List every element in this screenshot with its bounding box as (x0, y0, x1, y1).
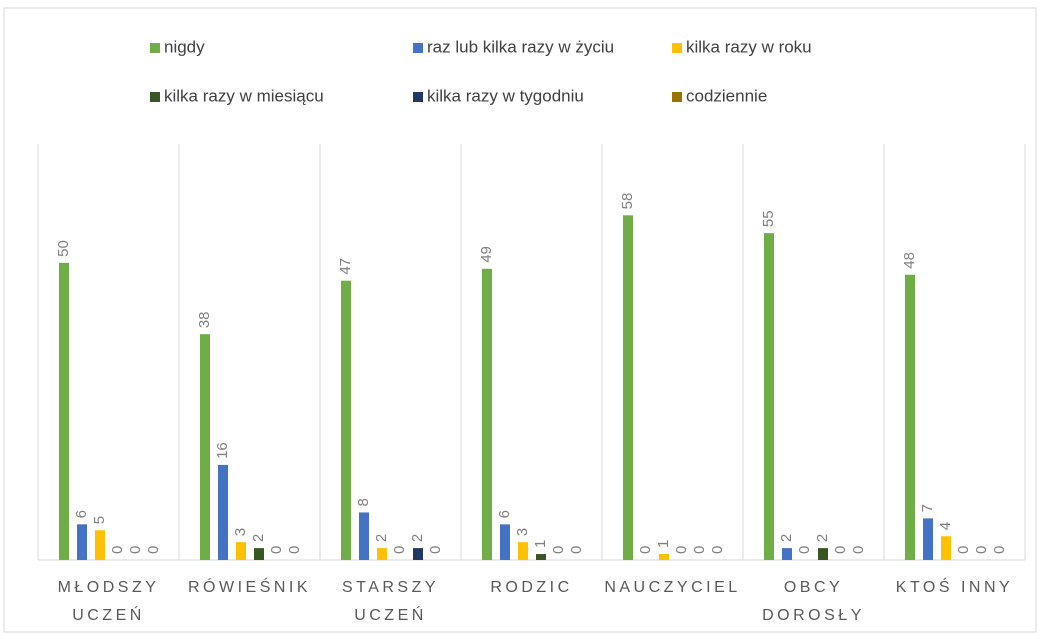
legend-swatch (672, 92, 682, 102)
legend-label: kilka razy w tygodniu (427, 86, 584, 105)
x-tick-label: OBCY DOROSŁY (762, 579, 865, 624)
bar (377, 548, 387, 560)
data-label: 0 (709, 546, 726, 554)
data-label: 7 (919, 504, 936, 512)
x-tick-label: KTOŚ INNY (895, 579, 1014, 596)
data-label: 0 (286, 546, 303, 554)
data-label: 8 (355, 498, 372, 506)
bar (359, 512, 369, 560)
bar (413, 548, 423, 560)
x-tick-label: RODZIC (490, 579, 573, 596)
bar (782, 548, 792, 560)
data-label: 3 (514, 528, 531, 536)
bar (341, 280, 351, 560)
data-label: 0 (955, 546, 972, 554)
chart-border (3, 7, 1037, 633)
data-label: 0 (691, 546, 708, 554)
data-label: 58 (619, 193, 636, 210)
data-label: 47 (337, 258, 354, 275)
data-label: 55 (760, 210, 777, 227)
bar (482, 268, 492, 560)
legend-label: nigdy (164, 37, 205, 56)
bar (218, 464, 228, 560)
legend-swatch (150, 43, 160, 53)
legend-label: raz lub kilka razy w życiu (427, 37, 614, 56)
data-label: 0 (427, 546, 444, 554)
legend-label: kilka razy w miesiącu (164, 86, 324, 105)
data-label: 6 (73, 510, 90, 518)
bar (500, 524, 510, 560)
bar (764, 233, 774, 560)
x-tick-label: NAUCZYCIEL (604, 579, 741, 596)
bar (623, 215, 633, 561)
data-label: 50 (55, 240, 72, 257)
bar (254, 548, 264, 560)
x-tick-label: STARSZY UCZEŃ (341, 579, 440, 624)
legend-swatch (413, 92, 423, 102)
data-label: 0 (268, 546, 285, 554)
bar (518, 542, 528, 560)
legend-label: codziennie (686, 86, 767, 105)
data-label: 0 (673, 546, 690, 554)
data-label: 2 (409, 534, 426, 542)
bar (659, 554, 669, 560)
data-label: 0 (109, 546, 126, 554)
bar (923, 518, 933, 560)
data-label: 0 (991, 546, 1008, 554)
data-label: 0 (796, 546, 813, 554)
data-label: 0 (850, 546, 867, 554)
legend-swatch (413, 43, 423, 53)
data-label: 0 (391, 546, 408, 554)
data-label: 1 (655, 540, 672, 548)
data-label: 16 (214, 442, 231, 459)
bar (905, 274, 915, 560)
data-label: 2 (778, 534, 795, 542)
bar (536, 554, 546, 560)
data-label: 5 (91, 516, 108, 524)
data-label: 0 (127, 546, 144, 554)
legend-label: kilka razy w roku (686, 37, 812, 56)
bar (77, 524, 87, 560)
data-label: 1 (532, 540, 549, 548)
data-label: 0 (568, 546, 585, 554)
data-label: 4 (937, 522, 954, 530)
x-tick-label: MŁODSZY UCZEŃ (57, 579, 160, 624)
bar (941, 536, 951, 560)
bar (236, 542, 246, 560)
data-label: 2 (250, 534, 267, 542)
data-label: 0 (637, 546, 654, 554)
data-label: 49 (478, 246, 495, 263)
data-label: 6 (496, 510, 513, 518)
data-label: 2 (373, 534, 390, 542)
data-label: 0 (973, 546, 990, 554)
data-label: 0 (550, 546, 567, 554)
data-label: 2 (814, 534, 831, 542)
data-label: 0 (832, 546, 849, 554)
bar (200, 334, 210, 560)
data-label: 38 (196, 311, 213, 328)
data-label: 48 (901, 252, 918, 269)
bar (818, 548, 828, 560)
x-tick-label: RÓWIEŚNIK (187, 579, 312, 596)
legend-swatch (672, 43, 682, 53)
data-label: 3 (232, 528, 249, 536)
bar (59, 262, 69, 560)
data-label: 0 (145, 546, 162, 554)
bar (95, 530, 105, 560)
legend-swatch (150, 92, 160, 102)
